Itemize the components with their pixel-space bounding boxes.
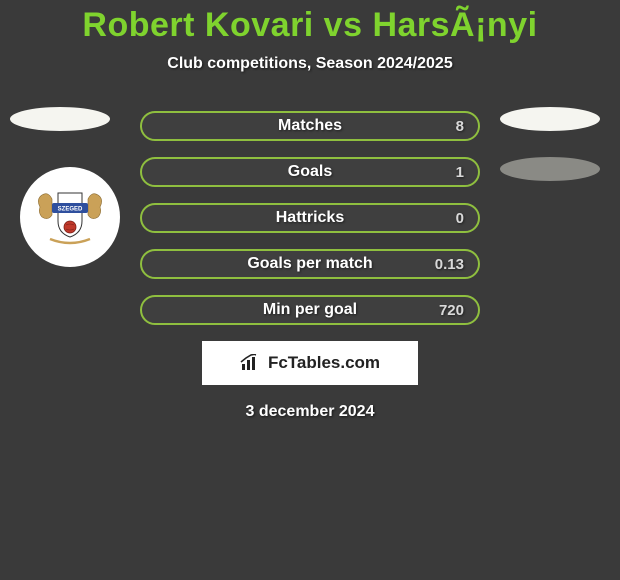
brand-box[interactable]: FcTables.com xyxy=(202,341,418,385)
club-crest-icon: SZEGED xyxy=(30,181,110,251)
stat-value: 8 xyxy=(456,118,464,135)
stat-value: 720 xyxy=(439,302,464,319)
stat-value: 1 xyxy=(456,164,464,181)
stat-row-matches: Matches 8 xyxy=(140,111,480,141)
svg-text:SZEGED: SZEGED xyxy=(58,207,83,213)
bar-chart-icon xyxy=(240,354,262,372)
decorative-ellipse-right-1 xyxy=(500,107,600,131)
stat-label: Goals per match xyxy=(247,255,372,273)
date-text: 3 december 2024 xyxy=(0,403,620,421)
stat-label: Matches xyxy=(278,117,342,135)
stat-row-goals: Goals 1 xyxy=(140,157,480,187)
decorative-ellipse-left xyxy=(10,107,110,131)
stat-row-min-per-goal: Min per goal 720 xyxy=(140,295,480,325)
stat-label: Min per goal xyxy=(263,301,357,319)
stats-table: Matches 8 Goals 1 Hattricks 0 Goals per … xyxy=(140,111,480,325)
content-area: SZEGED Matches 8 Goals 1 Hattricks 0 Goa… xyxy=(0,111,620,561)
stat-label: Hattricks xyxy=(276,209,344,227)
empty-space xyxy=(0,421,620,561)
stat-row-goals-per-match: Goals per match 0.13 xyxy=(140,249,480,279)
stat-row-hattricks: Hattricks 0 xyxy=(140,203,480,233)
decorative-ellipse-right-2 xyxy=(500,157,600,181)
subtitle: Club competitions, Season 2024/2025 xyxy=(0,55,620,73)
page-title: Robert Kovari vs HarsÃ¡nyi xyxy=(0,0,620,45)
brand-text: FcTables.com xyxy=(268,353,380,373)
stat-value: 0 xyxy=(456,210,464,227)
stat-label: Goals xyxy=(288,163,332,181)
stat-value: 0.13 xyxy=(435,256,464,273)
